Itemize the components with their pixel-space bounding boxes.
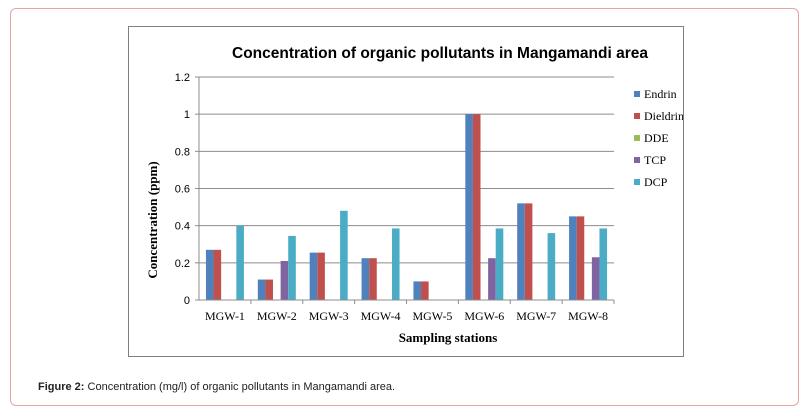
x-axis-label: Sampling stations [399, 330, 498, 345]
bar [309, 252, 318, 300]
bar [465, 114, 473, 301]
bar [369, 258, 377, 300]
legend-swatch [634, 179, 640, 185]
x-tick-label: MGW-5 [412, 309, 452, 323]
legend-label: DDE [644, 131, 669, 145]
x-tick-label: MGW-2 [257, 309, 297, 323]
legend-swatch [634, 91, 640, 97]
legend-label: DCP [644, 175, 668, 189]
legend-swatch [634, 157, 640, 163]
legend-label: Dieldrin [644, 109, 683, 123]
bar [205, 249, 214, 300]
legend-label: Endrin [644, 87, 677, 101]
x-tick-label: MGW-7 [516, 309, 556, 323]
bar [547, 233, 556, 300]
bar [317, 252, 325, 300]
bar [569, 216, 577, 300]
caption-text: Concentration (mg/l) of organic pollutan… [87, 381, 396, 393]
x-tick-label: MGW-6 [464, 309, 504, 323]
bar [257, 279, 266, 300]
chart-svg: Concentration of organic pollutants in M… [145, 45, 683, 345]
figure-caption: Figure 2: Concentration (mg/l) of organi… [38, 381, 395, 393]
bar [517, 203, 525, 300]
legend-label: TCP [644, 153, 666, 167]
bar [421, 281, 429, 300]
bar [495, 228, 504, 300]
bar [488, 258, 496, 300]
bar [361, 258, 370, 300]
caption-label: Figure 2: [38, 381, 85, 393]
y-tick-label: 0.8 [175, 146, 190, 158]
bars [205, 114, 608, 301]
bar [599, 228, 608, 300]
y-tick-label: 0.2 [175, 258, 190, 270]
bar [576, 216, 585, 300]
bar [413, 281, 422, 300]
legend: Endrin Dieldrin DDE TCP DCP [634, 87, 683, 189]
legend-swatch [634, 135, 640, 141]
bar [591, 257, 600, 300]
y-axis-label: Concentration (ppm) [145, 161, 160, 278]
gridlines [199, 76, 614, 264]
x-tick-label: MGW-3 [309, 309, 349, 323]
y-tick-label: 1 [184, 109, 190, 121]
figure-frame: Concentration of organic pollutants in M… [10, 8, 799, 406]
x-tick-label: MGW-1 [205, 309, 245, 323]
legend-swatch [634, 113, 640, 119]
bar [288, 235, 296, 300]
bar [213, 249, 222, 300]
x-tick-label: MGW-4 [361, 309, 401, 323]
bar [524, 203, 533, 300]
y-tick-label: 1.2 [175, 72, 190, 84]
bar [236, 225, 244, 300]
y-tick-label: 0.4 [175, 221, 190, 233]
bar [472, 114, 481, 301]
axes: 0 0.2 0.4 0.6 0.8 1 1.2 MGW-1 MGW-2 MGW-3 MGW-4 MGW… [175, 72, 615, 323]
bar [391, 228, 400, 300]
bar [280, 260, 289, 300]
x-tick-label: MGW-8 [568, 309, 608, 323]
y-tick-label: 0.6 [175, 184, 190, 196]
bar [265, 279, 274, 300]
bar [340, 210, 348, 300]
chart-area: Concentration of organic pollutants in M… [128, 26, 684, 357]
chart-title: Concentration of organic pollutants in M… [232, 45, 648, 62]
y-tick-label: 0 [184, 295, 190, 307]
